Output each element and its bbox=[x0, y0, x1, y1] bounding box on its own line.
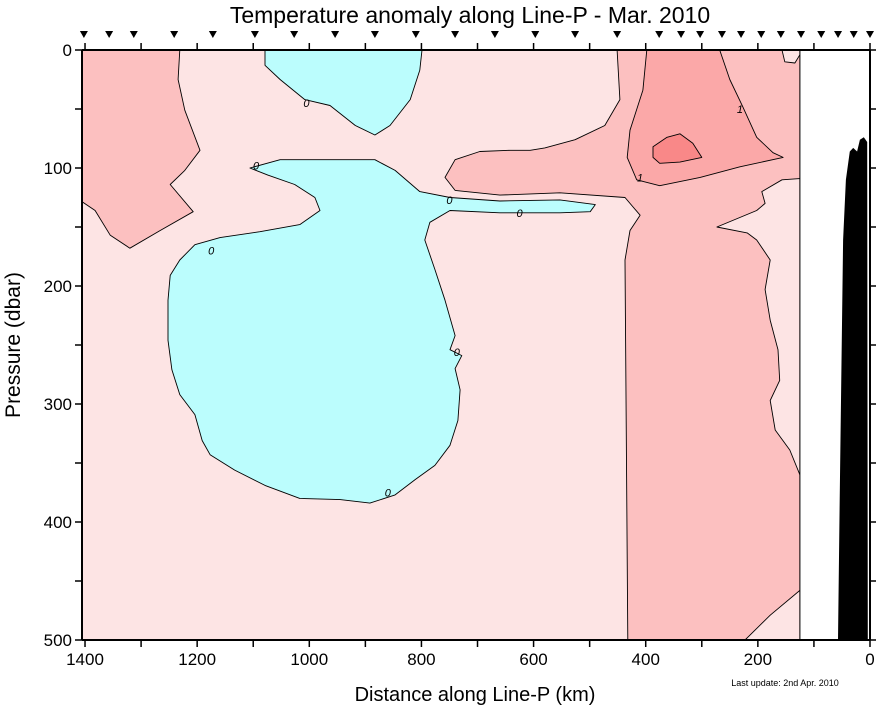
station-marker bbox=[655, 31, 664, 38]
contour-label: 0 bbox=[517, 208, 524, 220]
contour-region-0.5to1-0 bbox=[82, 50, 201, 249]
station-marker bbox=[797, 31, 806, 38]
contour-region-0.5to1-1 bbox=[444, 50, 800, 640]
station-marker bbox=[451, 31, 460, 38]
station-marker bbox=[79, 31, 88, 38]
station-marker bbox=[817, 31, 826, 38]
station-marker bbox=[290, 31, 299, 38]
contour-label: 1 bbox=[637, 172, 643, 184]
contour-label: 0 bbox=[385, 488, 392, 500]
contour-label: 0 bbox=[253, 161, 260, 173]
contour-label: 0 bbox=[454, 347, 461, 359]
x-tick-label: 400 bbox=[632, 650, 660, 669]
station-marker bbox=[531, 31, 540, 38]
station-marker bbox=[571, 31, 580, 38]
station-marker bbox=[834, 31, 843, 38]
x-axis-label: Distance along Line-P (km) bbox=[355, 684, 596, 706]
station-marker bbox=[776, 31, 785, 38]
station-marker bbox=[696, 31, 705, 38]
x-tick-label: 1400 bbox=[66, 650, 104, 669]
station-marker bbox=[849, 31, 858, 38]
station-marker bbox=[370, 31, 379, 38]
station-marker bbox=[866, 31, 874, 38]
last-update: Last update: 2nd Apr. 2010 bbox=[731, 678, 839, 688]
y-tick-label: 0 bbox=[63, 41, 72, 60]
data-area: 0 0 0 0 0 0 0 1 1 bbox=[82, 50, 800, 640]
station-marker bbox=[717, 31, 726, 38]
x-tick-label: 600 bbox=[519, 650, 547, 669]
station-marker bbox=[490, 31, 499, 38]
contour-label: 0 bbox=[208, 246, 215, 258]
station-marker bbox=[757, 31, 766, 38]
station-marker bbox=[129, 31, 138, 38]
station-marker bbox=[331, 31, 340, 38]
station-marker bbox=[250, 31, 259, 38]
station-marker bbox=[677, 31, 686, 38]
x-tick-label: 1000 bbox=[290, 650, 328, 669]
x-tick-label: 200 bbox=[744, 650, 772, 669]
x-tick-label: 800 bbox=[407, 650, 435, 669]
contour-layers: 0 0 0 0 0 0 0 1 1 bbox=[82, 50, 868, 641]
contour-region-lt0-8 bbox=[167, 159, 596, 504]
contour-region-gt1.5-6 bbox=[652, 133, 703, 164]
contour-label: 1 bbox=[737, 104, 743, 116]
station-marker bbox=[170, 31, 179, 38]
contour-region-0to0.5-3 bbox=[781, 50, 800, 64]
y-tick-label: 400 bbox=[44, 513, 72, 532]
y-axis-label: Pressure (dbar) bbox=[2, 272, 25, 418]
x-tick-label: 1200 bbox=[178, 650, 216, 669]
x-tick-label: 0 bbox=[865, 650, 874, 669]
station-marker bbox=[737, 31, 746, 38]
contour-label: 0 bbox=[303, 98, 310, 110]
bathymetry bbox=[838, 137, 868, 641]
station-marker bbox=[105, 31, 114, 38]
station-marker bbox=[411, 31, 420, 38]
y-tick-label: 100 bbox=[44, 159, 72, 178]
y-tick-label: 300 bbox=[44, 395, 72, 414]
y-tick-label: 200 bbox=[44, 277, 72, 296]
contour-region-0to0.5-2 bbox=[716, 178, 800, 476]
contour-region-lt0-7 bbox=[264, 50, 423, 136]
station-marker bbox=[208, 31, 217, 38]
axes: 1400 1200 1000 800 600 400 200 0010020030040050… bbox=[44, 31, 876, 669]
station-marker bbox=[613, 31, 622, 38]
y-tick-label: 500 bbox=[44, 631, 72, 650]
chart-title: Temperature anomaly along Line-P - Mar. … bbox=[230, 2, 710, 28]
contour-label: 0 bbox=[446, 195, 453, 207]
